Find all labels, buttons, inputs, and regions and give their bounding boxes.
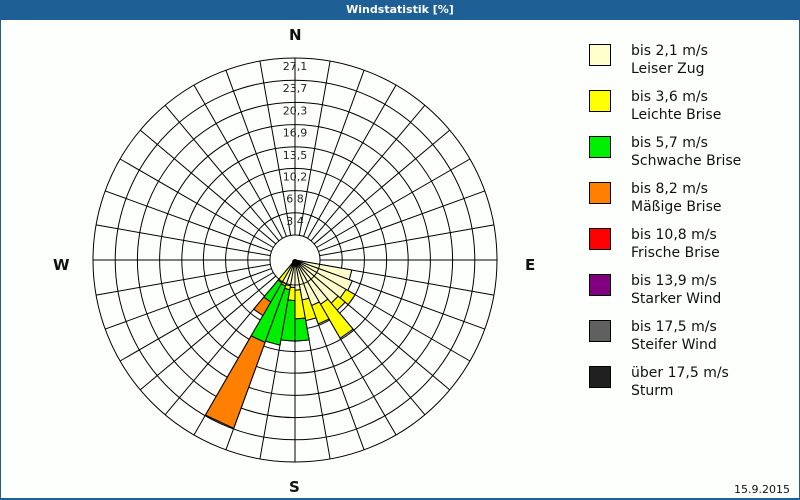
legend-label: bis 8,2 m/s Mäßige Brise <box>631 181 722 215</box>
compass-south-label: S <box>289 478 300 496</box>
legend-swatch <box>589 320 611 342</box>
ring-label: 6,8 <box>286 193 304 206</box>
center-hub <box>292 259 298 265</box>
grid-spoke <box>95 263 271 296</box>
grid-spoke <box>193 84 283 239</box>
grid-spoke <box>319 224 495 257</box>
date-label: 15.9.2015 <box>734 483 790 496</box>
grid-spoke <box>119 158 274 248</box>
ring-label: 13,5 <box>283 149 308 162</box>
legend-swatch <box>589 44 611 66</box>
grid-spoke <box>225 70 287 237</box>
grid-spoke <box>119 272 274 362</box>
grid-spoke <box>310 104 426 242</box>
grid-spoke <box>313 129 451 245</box>
grid-spoke <box>105 190 272 252</box>
legend-swatch <box>589 90 611 112</box>
legend-label: bis 17,5 m/s Steifer Wind <box>631 319 717 353</box>
legend-label: bis 5,7 m/s Schwache Brise <box>631 135 742 169</box>
chart-title: Windstatistik [%] <box>0 0 800 20</box>
compass-west-label: W <box>53 256 70 274</box>
grid-spoke <box>139 275 277 391</box>
ring-label: 23,7 <box>283 82 308 95</box>
wind-sector-bar <box>204 335 266 430</box>
legend-swatch <box>589 366 611 388</box>
legend-swatch <box>589 274 611 296</box>
wind-sector-bar <box>253 296 272 317</box>
legend-swatch <box>589 228 611 250</box>
ring-label: 16,9 <box>283 127 308 140</box>
compass-east-label: E <box>525 256 536 274</box>
grid-spoke <box>164 104 280 242</box>
grid-spoke <box>307 84 397 239</box>
ring-label: 10,2 <box>283 170 308 183</box>
wind-rose-chart: 3,4 6,8 10,2 13,5 16,9 20,3 23,7 27,1 <box>92 57 498 463</box>
legend-swatch <box>589 182 611 204</box>
ring-label: 20,3 <box>283 104 308 117</box>
inner-circle <box>269 234 321 286</box>
compass-north-label: N <box>289 26 302 44</box>
ring-label: 27,1 <box>283 60 308 73</box>
wind-sector-bar <box>310 301 330 325</box>
grid-spoke <box>318 190 485 252</box>
wind-sector-bar <box>319 298 354 339</box>
legend-label: bis 2,1 m/s Leiser Zug <box>631 43 708 77</box>
grid-spoke <box>303 70 365 237</box>
grid-spoke <box>95 224 271 257</box>
grid-spoke <box>105 268 272 330</box>
legend-label: über 17,5 m/s Sturm <box>631 365 729 399</box>
wind-sector-bar <box>294 317 310 342</box>
grid-spoke <box>139 129 277 245</box>
chart-area: 3,4 6,8 10,2 13,5 16,9 20,3 23,7 27,1 N E S W b… <box>0 20 800 498</box>
grid-spoke <box>298 60 331 236</box>
legend-label: bis 13,9 m/s Starker Wind <box>631 273 722 307</box>
legend-label: bis 3,6 m/s Leichte Brise <box>631 89 722 123</box>
grid-spoke <box>316 158 471 248</box>
ring-label: 3,4 <box>286 215 304 228</box>
legend-label: bis 10,8 m/s Frische Brise <box>631 227 720 261</box>
grid-spoke <box>259 60 292 236</box>
legend-swatch <box>589 136 611 158</box>
